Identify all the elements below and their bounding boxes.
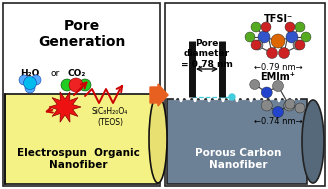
Circle shape — [245, 32, 255, 42]
Circle shape — [266, 47, 277, 59]
Polygon shape — [49, 92, 81, 122]
Text: Pore
diameter
= 0.78 nm: Pore diameter = 0.78 nm — [181, 39, 233, 69]
Text: ←0.79 nm→: ←0.79 nm→ — [254, 63, 302, 71]
Circle shape — [278, 47, 290, 59]
Text: SiC₈H₂₀O₄
(TEOS): SiC₈H₂₀O₄ (TEOS) — [92, 107, 128, 127]
Circle shape — [295, 22, 305, 32]
Circle shape — [229, 94, 235, 100]
Circle shape — [31, 75, 41, 85]
Circle shape — [253, 40, 263, 50]
Circle shape — [251, 40, 261, 50]
FancyArrow shape — [150, 84, 168, 106]
Circle shape — [24, 77, 36, 90]
Text: CO₂: CO₂ — [68, 68, 86, 77]
Circle shape — [285, 99, 295, 109]
Bar — [167, 99, 307, 184]
Circle shape — [25, 83, 35, 93]
Circle shape — [250, 80, 260, 90]
Circle shape — [271, 34, 285, 48]
Bar — [5, 94, 158, 184]
Text: EMIm⁺: EMIm⁺ — [260, 72, 296, 82]
Bar — [165, 3, 325, 186]
Text: Electrospun  Organic
Nanofiber: Electrospun Organic Nanofiber — [16, 148, 139, 170]
Circle shape — [293, 40, 303, 50]
Circle shape — [261, 100, 272, 111]
Circle shape — [273, 81, 283, 91]
Text: Porous Carbon
Nanofiber: Porous Carbon Nanofiber — [195, 148, 281, 170]
Ellipse shape — [149, 95, 167, 183]
Text: H₂O: H₂O — [20, 68, 40, 77]
Circle shape — [301, 32, 311, 42]
Ellipse shape — [302, 100, 324, 183]
Circle shape — [284, 100, 295, 111]
Circle shape — [61, 79, 73, 91]
Circle shape — [295, 103, 305, 113]
Text: or: or — [51, 68, 60, 77]
Circle shape — [79, 79, 91, 91]
Circle shape — [258, 31, 270, 43]
Circle shape — [19, 75, 29, 85]
Text: ←0.74 nm→: ←0.74 nm→ — [254, 116, 302, 125]
Circle shape — [261, 87, 272, 98]
Circle shape — [286, 31, 298, 43]
Bar — [3, 3, 160, 186]
Circle shape — [69, 78, 83, 92]
Circle shape — [273, 106, 283, 118]
Text: Pore
Generation: Pore Generation — [38, 19, 126, 49]
Circle shape — [251, 22, 261, 32]
Text: TFSI⁻: TFSI⁻ — [263, 14, 293, 24]
Circle shape — [285, 22, 295, 32]
Circle shape — [261, 22, 271, 32]
Circle shape — [295, 40, 305, 50]
